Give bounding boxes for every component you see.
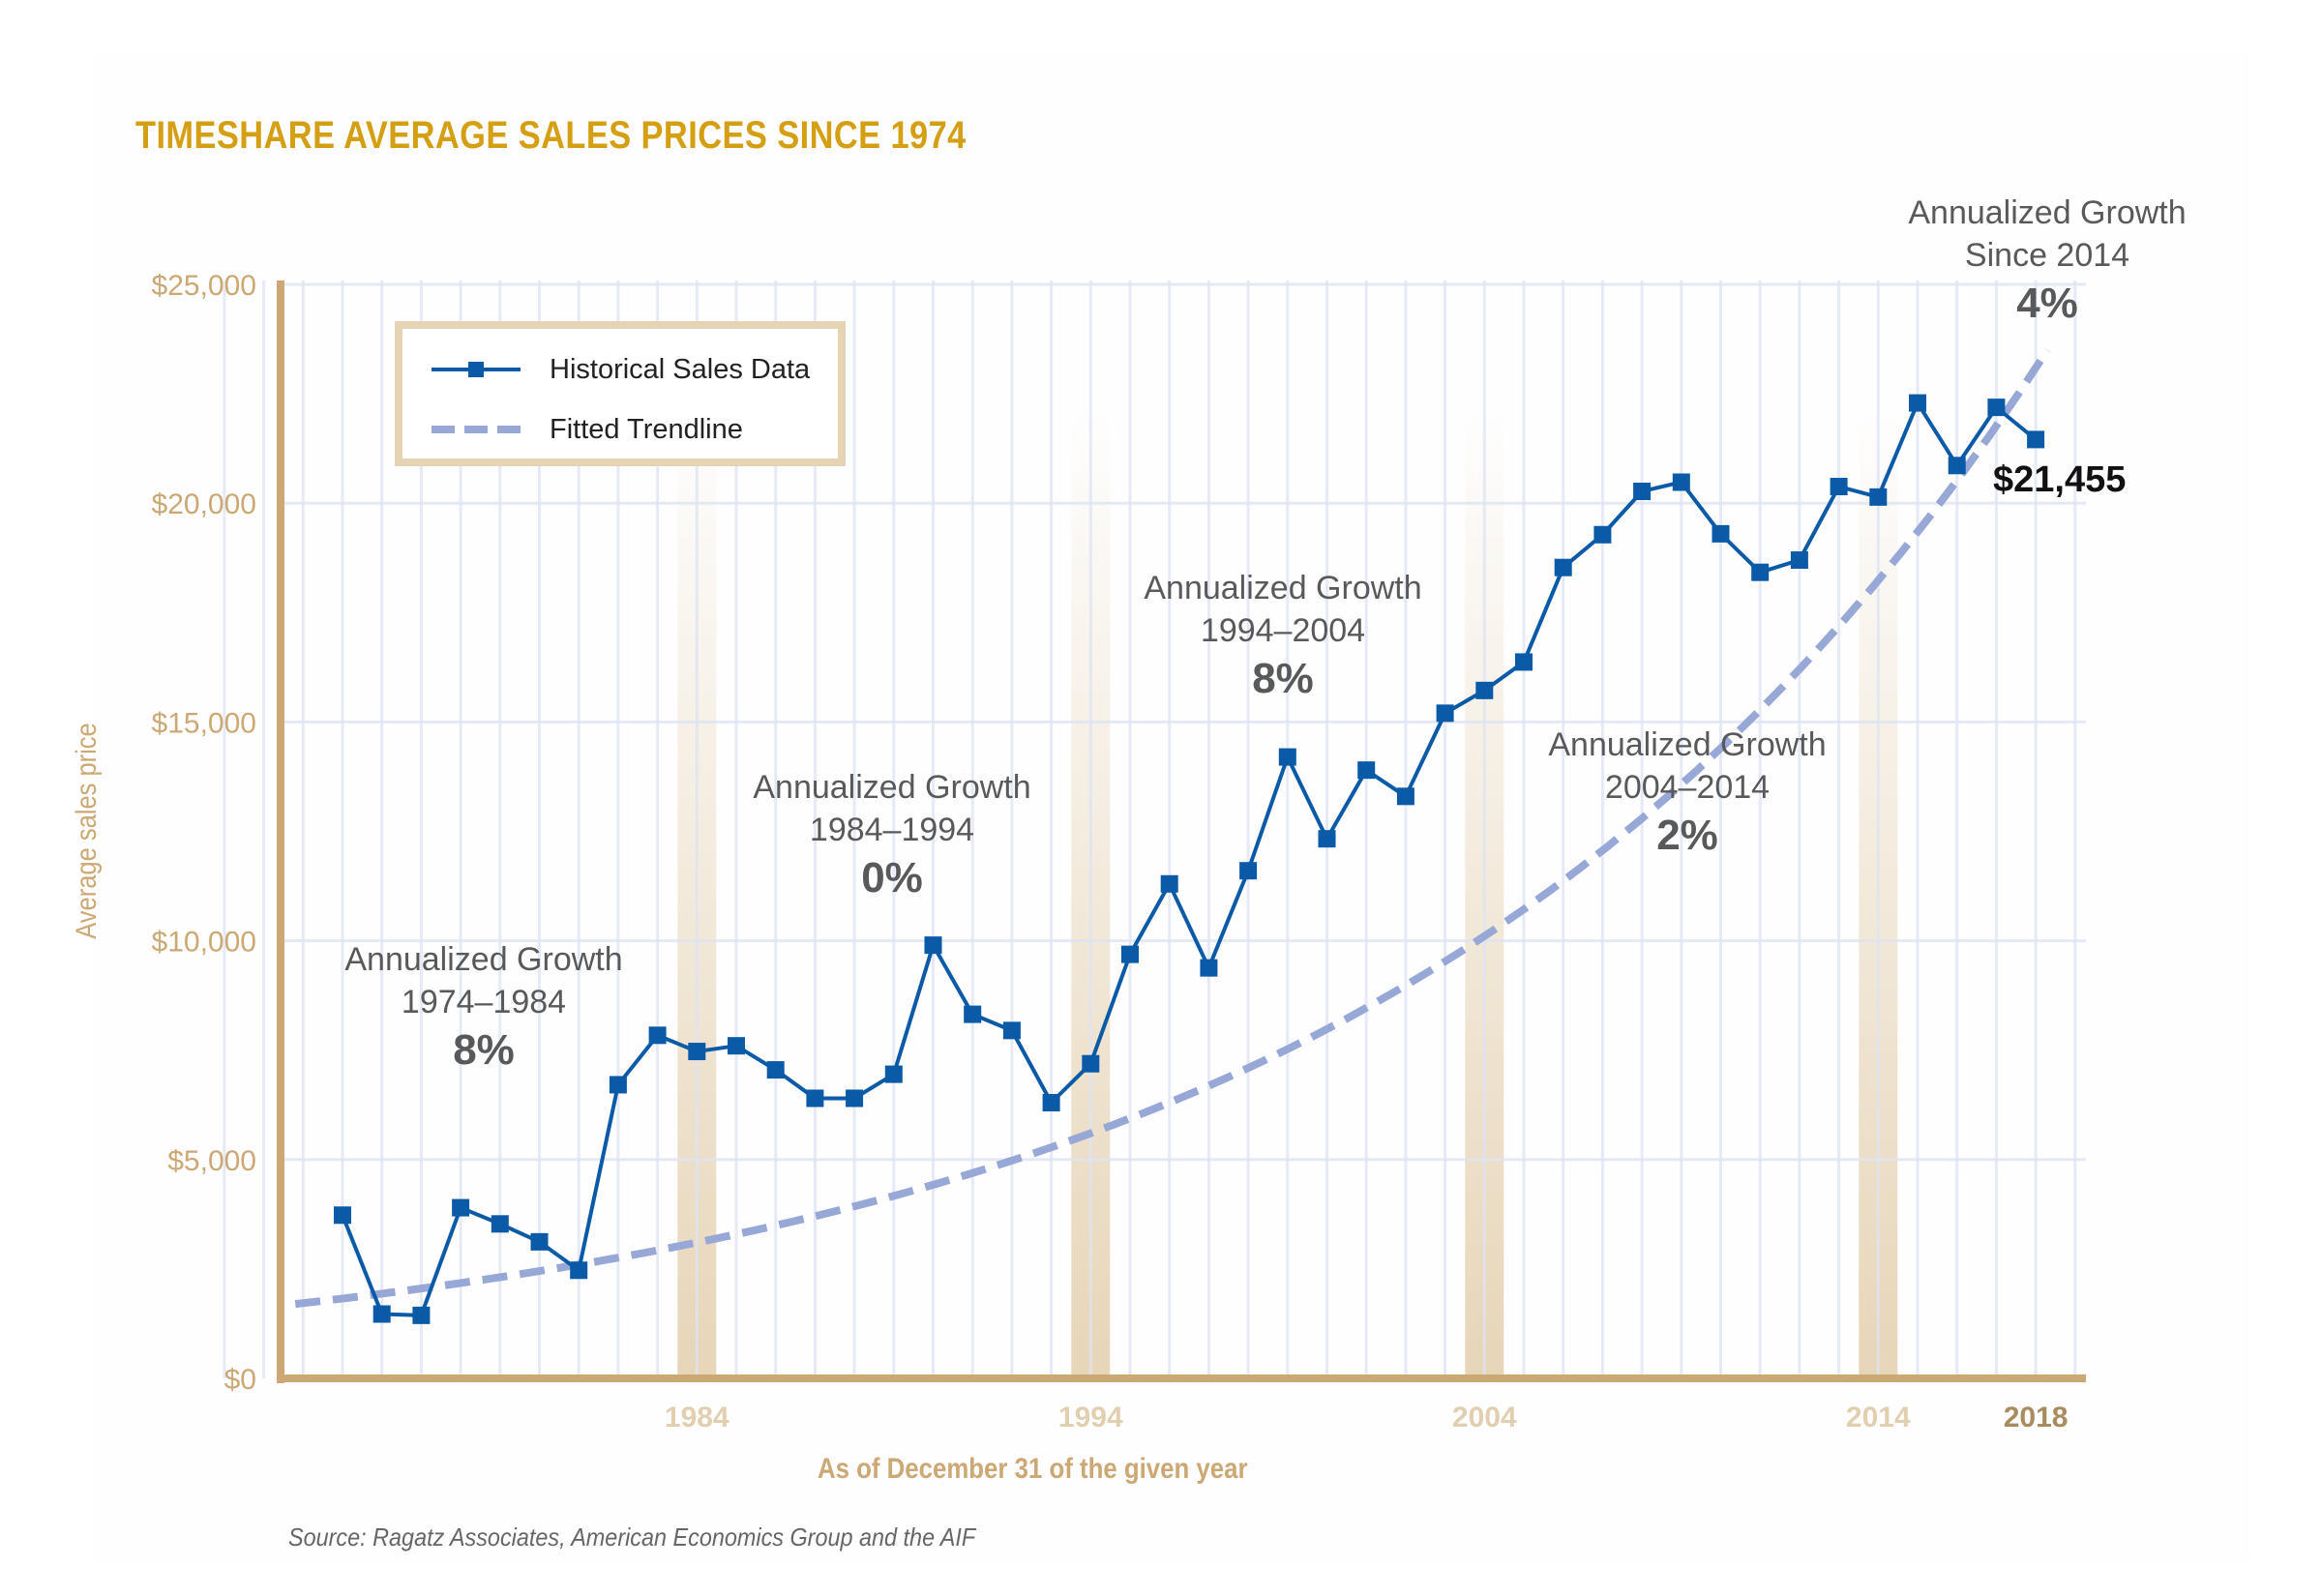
annotation-value: 8% (453, 1026, 515, 1074)
data-point-2004 (1475, 681, 1494, 699)
trendline-path (294, 347, 2051, 1309)
annotation-value: 8% (1252, 655, 1314, 702)
x-tick-label: 2018 (2004, 1402, 2069, 1433)
annotation-1984-1994: Annualized Growth 1984–1994 0% (728, 766, 1057, 905)
legend-swatch-line-marker (432, 355, 521, 384)
y-tick-labels: $0 $5,000 $10,000 $15,000 $20,000 $25,000 (152, 270, 256, 1396)
data-point-1990 (924, 936, 942, 955)
data-point-2018 (2027, 430, 2045, 449)
source-note: Source: Ragatz Associates, American Econ… (288, 1522, 976, 1552)
legend-label: Historical Sales Data (550, 353, 811, 385)
data-point-2001 (1357, 761, 1376, 780)
x-tick-labels: 1984 1994 2004 2014 2018 (665, 1402, 2069, 1433)
x-tick-label: 1984 (665, 1402, 729, 1433)
data-point-1986 (766, 1061, 785, 1079)
chart-title: TIMESHARE AVERAGE SALES PRICES SINCE 197… (135, 114, 967, 157)
annotation-heading: Annualized Growth (1908, 194, 2187, 231)
data-point-2014 (1869, 488, 1888, 506)
data-point-2012 (1790, 551, 1808, 570)
data-point-2000 (1318, 830, 1336, 848)
axes (277, 281, 2086, 1383)
data-point-2002 (1396, 787, 1414, 806)
annotation-1974-1984: Annualized Growth 1974–1984 8% (319, 938, 648, 1078)
data-point-2003 (1436, 704, 1454, 723)
annotation-heading: Annualized Growth (753, 769, 1031, 806)
data-point-1995 (1121, 945, 1139, 963)
annotation-value: 2% (1656, 812, 1718, 859)
horizontal-gridlines (281, 282, 2086, 1162)
annotation-period: 1974–1984 (401, 984, 567, 1020)
vertical-gridlines (223, 281, 2077, 1378)
data-point-1992 (1002, 1021, 1021, 1040)
data-point-2013 (1830, 478, 1848, 496)
data-point-1991 (964, 1005, 982, 1023)
data-point-1976 (372, 1305, 391, 1323)
data-point-2007 (1593, 525, 1612, 544)
data-point-1979 (491, 1215, 509, 1233)
y-tick-label: $15,000 (152, 707, 256, 739)
legend-label: Fitted Trendline (550, 413, 743, 445)
data-point-2015 (1909, 394, 1926, 412)
annotation-value: 4% (2016, 280, 2078, 327)
data-point-2005 (1515, 653, 1533, 671)
annotation-period: 1984–1994 (809, 812, 975, 848)
data-point-1983 (648, 1026, 667, 1045)
last-value-label: $21,455 (1993, 459, 2127, 500)
x-tick-label: 1994 (1058, 1402, 1123, 1433)
data-point-1999 (1278, 748, 1296, 766)
annotation-heading: Annualized Growth (1548, 726, 1827, 763)
x-tick-label: 2014 (1846, 1402, 1911, 1433)
historical-series (334, 394, 2045, 1324)
legend-swatch-dashed (432, 415, 521, 444)
annotation-heading: Annualized Growth (344, 941, 623, 978)
y-tick-label: $25,000 (152, 270, 256, 302)
data-point-2016 (1948, 457, 1966, 475)
trendline (294, 347, 2051, 1309)
y-axis-label: Average sales price (71, 723, 103, 939)
x-axis-label: As of December 31 of the given year (818, 1453, 1248, 1485)
data-point-2010 (1712, 524, 1730, 543)
data-point-1998 (1239, 862, 1258, 880)
annotation-2004-2014: Annualized Growth 2004–2014 2% (1523, 724, 1852, 863)
data-point-1987 (806, 1089, 824, 1108)
annotation-period: 1994–2004 (1200, 612, 1366, 649)
data-point-1989 (884, 1065, 903, 1083)
y-tick-label: $20,000 (152, 488, 256, 520)
data-point-1993 (1042, 1093, 1060, 1111)
legend-item-trendline: Fitted Trendline (432, 410, 743, 449)
data-point-1988 (846, 1089, 864, 1108)
annotation-period: Since 2014 (1964, 237, 2130, 274)
annotation-1994-2004: Annualized Growth 1994–2004 8% (1118, 567, 1447, 706)
data-point-1994 (1082, 1054, 1100, 1073)
x-tick-label: 2004 (1452, 1402, 1517, 1433)
data-point-2006 (1554, 558, 1572, 576)
data-point-1980 (530, 1232, 549, 1251)
data-point-1981 (570, 1261, 588, 1280)
annotation-value: 0% (861, 854, 923, 901)
annotation-heading: Annualized Growth (1144, 570, 1422, 606)
y-tick-label: $0 (224, 1364, 256, 1396)
legend: Historical Sales Data Fitted Trendline (395, 321, 846, 466)
data-point-1997 (1200, 959, 1218, 977)
annotation-period: 2004–2014 (1604, 769, 1771, 806)
data-point-2009 (1672, 473, 1690, 491)
data-point-1982 (609, 1076, 627, 1094)
legend-item-historical: Historical Sales Data (432, 350, 810, 389)
y-tick-label: $5,000 (167, 1145, 256, 1177)
data-point-1977 (412, 1306, 431, 1324)
data-point-2008 (1633, 482, 1652, 500)
data-point-1985 (728, 1037, 745, 1055)
y-tick-label: $10,000 (152, 927, 256, 959)
annotation-since-2014: Annualized Growth Since 2014 4% (1883, 192, 2212, 331)
data-point-1984 (688, 1043, 706, 1061)
data-point-2017 (1987, 399, 2006, 417)
data-point-1975 (334, 1206, 351, 1225)
data-point-1978 (452, 1198, 470, 1217)
data-point-1996 (1160, 874, 1178, 893)
data-point-2011 (1751, 563, 1770, 581)
